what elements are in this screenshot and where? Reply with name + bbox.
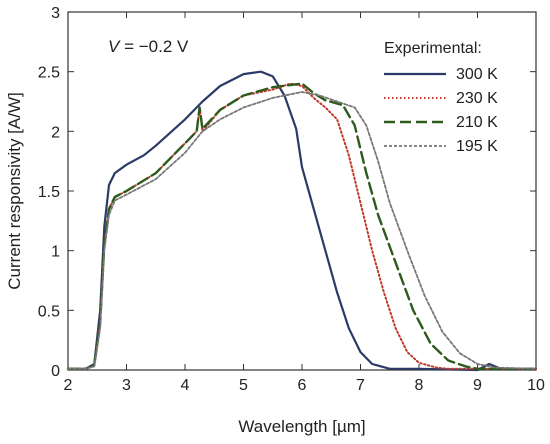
legend-label: 300 K [456, 66, 498, 83]
y-tick-label: 1 [51, 244, 60, 261]
x-tick-label: 7 [356, 377, 365, 394]
legend-title: Experimental: [384, 40, 482, 57]
y-tick-label: 1.5 [38, 184, 60, 201]
y-tick-label: 0.5 [38, 303, 60, 320]
legend: Experimental: 300 K 230 K 210 K 195 K [384, 40, 498, 155]
bias-annotation: V = −0.2 V [108, 37, 189, 56]
x-tick-label: 10 [527, 377, 545, 394]
y-tick-label: 3 [51, 5, 60, 22]
series-line-300k [66, 70, 538, 372]
y-tick-label: 2.5 [38, 65, 60, 82]
plot-area: 2 3 4 5 6 7 8 9 10 0 0.5 1 1.5 2 2.5 3 Wavelength [µm] Cu… [5, 5, 545, 436]
y-tick-label: 0 [51, 363, 60, 380]
y-axis-title: Current responsivity [A/W] [5, 92, 24, 289]
legend-label: 230 K [456, 90, 498, 107]
legend-label: 210 K [456, 114, 498, 131]
series-line-195k [67, 91, 537, 370]
legend-label: 195 K [456, 138, 498, 155]
x-axis-title: Wavelength [µm] [238, 417, 365, 436]
x-tick-label: 6 [298, 377, 307, 394]
x-tick-label: 5 [239, 377, 248, 394]
x-tick-label: 8 [415, 377, 424, 394]
y-tick-label: 2 [51, 124, 60, 141]
series-line-210k [66, 82, 538, 370]
bias-variable: V [108, 37, 121, 56]
x-tick-label: 9 [473, 377, 482, 394]
x-tick-label: 3 [122, 377, 131, 394]
x-tick-label: 4 [181, 377, 190, 394]
bias-value: = −0.2 V [119, 37, 189, 56]
x-tick-label: 2 [64, 377, 73, 394]
